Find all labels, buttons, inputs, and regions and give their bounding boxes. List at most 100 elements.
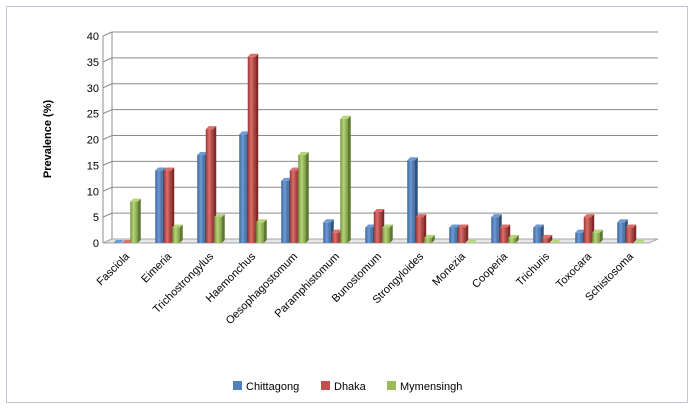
legend-label: Chittagong (246, 381, 299, 393)
bar-front (205, 129, 214, 243)
bar-top (508, 234, 519, 238)
gridline-side (102, 135, 113, 140)
bar-top (634, 240, 645, 243)
bar-front (365, 227, 373, 243)
bar-front (449, 227, 457, 243)
bar-top (424, 234, 435, 238)
bar-top (541, 234, 553, 238)
bar-front (373, 211, 382, 243)
bar-front (323, 222, 331, 243)
bar-side (221, 214, 225, 243)
bar-front (382, 227, 390, 243)
bar (121, 240, 133, 243)
bar-top (340, 115, 351, 119)
bar (550, 240, 561, 243)
bar-top (163, 167, 175, 171)
bar-front (592, 232, 600, 243)
gridline-side (102, 57, 113, 63)
y-axis-title: Prevalence (%) (42, 100, 54, 179)
bar-front (625, 227, 634, 243)
y-tick-label: 10 (87, 186, 99, 198)
bar-top (214, 214, 225, 218)
bar-top (197, 152, 208, 156)
bar-front (247, 56, 256, 244)
bar (172, 224, 183, 243)
y-tick-label: 5 (93, 212, 99, 224)
x-tick-label: Trichuris (514, 250, 552, 288)
bar (424, 234, 435, 243)
bar (382, 224, 393, 243)
bar-top (205, 126, 217, 130)
y-tick-label: 25 (87, 109, 99, 121)
bar (625, 224, 637, 243)
bar-top (407, 157, 418, 161)
bar-top (466, 240, 477, 243)
x-tick-label: Monezia (430, 250, 469, 289)
gridline-side (102, 83, 113, 89)
bar-side (431, 234, 435, 243)
gridline-side (102, 160, 113, 166)
bar-top (373, 208, 385, 212)
bar-front (508, 237, 516, 243)
bar (466, 240, 477, 243)
bar-top (130, 198, 141, 202)
y-tick-label: 35 (87, 57, 99, 69)
bar-front (331, 232, 340, 243)
bar (256, 219, 267, 243)
bar-top (457, 224, 469, 228)
bar-front (214, 217, 222, 243)
bar-front (256, 222, 264, 243)
bar-front (407, 160, 415, 243)
legend-swatch (387, 381, 396, 390)
bar-front (617, 222, 625, 243)
bar-front (457, 227, 466, 243)
x-tick-label: Oesophagostomum (224, 251, 300, 327)
bar (508, 234, 519, 243)
bar-top (499, 224, 511, 228)
bar-top (625, 224, 637, 228)
bar-top (256, 219, 267, 223)
gridline-side (102, 31, 113, 37)
bar-top (155, 167, 166, 171)
bar-top (331, 229, 343, 233)
bar (214, 214, 225, 243)
bar-top (239, 131, 250, 135)
bar-front (239, 134, 247, 243)
bar-top (533, 224, 544, 228)
bar-front (130, 201, 138, 243)
bar-top (491, 214, 502, 218)
bar-top (323, 219, 334, 223)
bar (113, 240, 124, 243)
bar-front (197, 155, 205, 243)
bar-side (515, 234, 519, 243)
bar-front (163, 170, 172, 243)
bar-front (281, 180, 289, 243)
bar-side (137, 198, 141, 243)
bar-front (541, 237, 550, 243)
y-tick-label: 30 (87, 83, 99, 95)
bar-front (499, 227, 508, 243)
bar-top (289, 167, 301, 171)
bar-top (298, 152, 309, 156)
bar-side (179, 224, 183, 243)
bar-top (281, 177, 292, 181)
bar (205, 126, 217, 243)
bar-front (533, 227, 541, 243)
legend: Chittagong Dhaka Mymensingh (233, 381, 462, 393)
bar (541, 234, 553, 243)
y-tick-label: 0 (93, 238, 99, 250)
bar-front (155, 170, 163, 243)
x-tick-label: Cooperia (470, 250, 511, 291)
bar-top (592, 229, 603, 233)
bar-front (298, 155, 306, 243)
bar-side (305, 152, 309, 243)
x-tick-label: Eimeria (139, 250, 174, 285)
bar-side (263, 219, 267, 243)
bar (415, 214, 427, 243)
bar-side (549, 234, 553, 243)
legend-swatch (233, 381, 242, 390)
bar-front (172, 227, 180, 243)
legend-label: Mymensingh (400, 381, 462, 393)
bar-top (449, 224, 460, 228)
